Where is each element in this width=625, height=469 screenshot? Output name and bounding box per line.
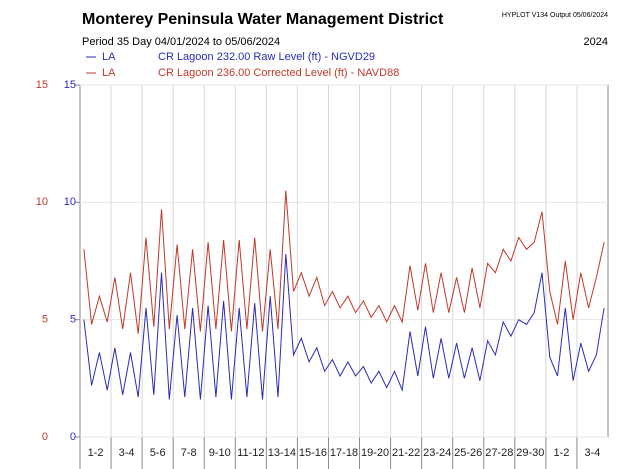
x-tick-label: 5-6: [150, 447, 166, 459]
series-line: [83, 190, 605, 334]
period: Period 35 Day 04/01/2024 to 05/06/2024: [82, 36, 280, 48]
x-tick-label: 27-28: [485, 447, 513, 459]
y2-tick-label: 10: [64, 196, 76, 208]
x-tick-label: 25-26: [454, 447, 482, 459]
legend-label: LA: [102, 67, 116, 79]
x-tick-label: 3-4: [585, 447, 601, 459]
y-tick-label: 5: [42, 314, 48, 326]
x-tick-label: 13-14: [268, 447, 296, 459]
y2-tick-label: 0: [70, 431, 76, 443]
chart-title: Monterey Peninsula Water Management Dist…: [82, 11, 444, 28]
x-tick-label: 9-10: [209, 447, 231, 459]
x-tick-label: 17-18: [330, 447, 358, 459]
plot-area: [79, 84, 609, 438]
y2-tick-label: 5: [70, 314, 76, 326]
x-tick-label: 7-8: [181, 447, 197, 459]
x-tick-label: 23-24: [423, 447, 451, 459]
x-tick-label: 11-12: [237, 447, 264, 459]
x-tick-label: 1-2: [553, 447, 569, 459]
program: HYPLOT V134 Output 05/06/2024: [502, 12, 608, 19]
y-tick-label: 15: [36, 79, 48, 91]
legend-label: LA: [102, 51, 116, 63]
legend-name: CR Lagoon 236.00 Corrected Level (ft) - …: [158, 67, 399, 79]
year: 2024: [584, 36, 608, 48]
x-tick-label: 3-4: [119, 447, 135, 459]
y2-tick-label: 15: [64, 79, 76, 91]
x-tick-label: 1-2: [88, 447, 104, 459]
x-tick-label: 19-20: [361, 447, 389, 459]
x-tick-label: 29-30: [516, 447, 544, 459]
legend-name: CR Lagoon 232.00 Raw Level (ft) - NGVD29: [158, 51, 375, 63]
x-tick-label: 15-16: [299, 447, 327, 459]
y-tick-label: 10: [36, 196, 48, 208]
series-line: [83, 253, 605, 400]
y-tick-label: 0: [42, 431, 48, 443]
x-tick-label: 21-22: [392, 447, 420, 459]
